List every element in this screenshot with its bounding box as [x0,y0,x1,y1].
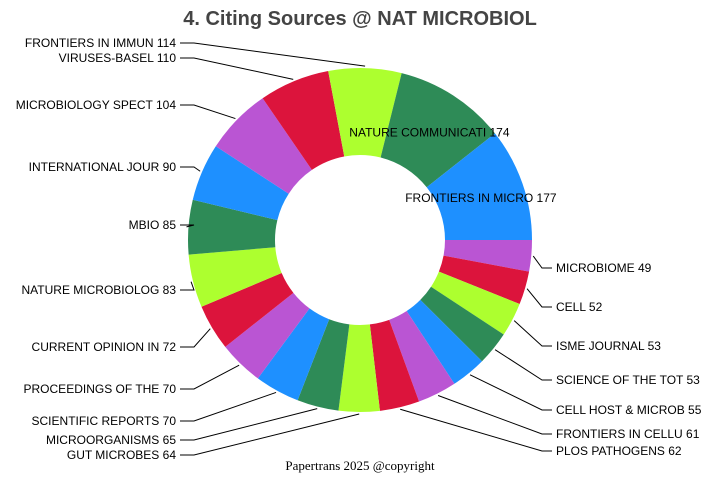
leader-line [180,364,240,390]
leader-line [180,166,201,172]
slice-label: VIRUSES-BASEL 110 [59,51,177,65]
leader-line [513,320,552,347]
slice-gut-microbes [338,324,380,412]
leader-line [180,413,360,456]
leader-line [180,104,236,120]
slice-mbio [188,199,278,255]
slice-label: NATURE COMMUNICATI 174 [349,125,510,139]
leader-line [180,224,195,228]
slice-label: PROCEEDINGS OF THE 70 [24,382,177,396]
leader-line [180,328,211,348]
slice-label: FRONTIERS IN CELLU 61 [556,427,700,441]
leader-line [494,349,552,381]
slice-label: GUT MICROBES 64 [67,448,176,462]
slice-label: PLOS PATHOGENS 62 [556,444,682,458]
slice-label: CURRENT OPINION IN 72 [32,340,177,354]
slice-nature-microbiolog [188,247,282,307]
leader-line [532,255,552,269]
slice-label: MICROBIOME 49 [556,261,652,275]
slice-microorganisms [297,319,350,411]
slice-label: SCIENTIFIC REPORTS 70 [32,414,177,428]
slice-microbiome [443,240,532,272]
leader-line [180,391,277,422]
leader-line [180,408,318,441]
slice-label: CELL HOST & MICROB 55 [556,403,702,417]
slice-frontiers-in-micro [426,133,532,240]
leader-line [437,395,552,435]
slice-label: FRONTIERS IN IMMUN 114 [25,36,176,50]
slice-label: MICROORGANISMS 65 [46,433,176,447]
slice-proceedings-of-the [225,292,310,379]
slice-label: NATURE MICROBIOLOG 83 [22,283,177,297]
slice-label: MBIO 85 [129,218,177,232]
slice-frontiers-in-cellu [389,311,455,402]
slice-viruses-basel [262,70,345,170]
slice-label: FRONTIERS IN MICRO 177 [405,191,557,205]
slice-frontiers-in-immun [328,68,402,158]
slice-isme-journal [431,271,520,335]
slice-cell [438,255,530,305]
leader-line [180,281,195,291]
slice-international-jour [192,146,289,221]
slice-label: CELL 52 [556,300,603,314]
leader-line [469,374,552,411]
footer-copyright: Papertrans 2025 @copyright [285,458,435,473]
slice-label: MICROBIOLOGY SPECT 104 [16,98,177,112]
slice-microbiology-spect [215,98,312,194]
slice-label: INTERNATIONAL JOUR 90 [29,160,177,174]
slice-label: SCIENCE OF THE TOT 53 [556,373,700,387]
slice-nature-communicati [380,73,495,188]
leader-line [526,288,552,308]
slice-scientific-reports [257,308,330,401]
slice-label: ISME JOURNAL 53 [556,339,661,353]
leader-line [400,408,552,452]
leader-line [180,42,366,67]
slice-science-of-the-tot [420,286,504,362]
slice-plos-pathogens [369,319,420,411]
slice-current-opinion-in [201,272,294,347]
leader-line [180,57,294,80]
slice-cell-host-microb [406,299,483,384]
chart-title: 4. Citing Sources @ NAT MICROBIOL [183,8,537,30]
